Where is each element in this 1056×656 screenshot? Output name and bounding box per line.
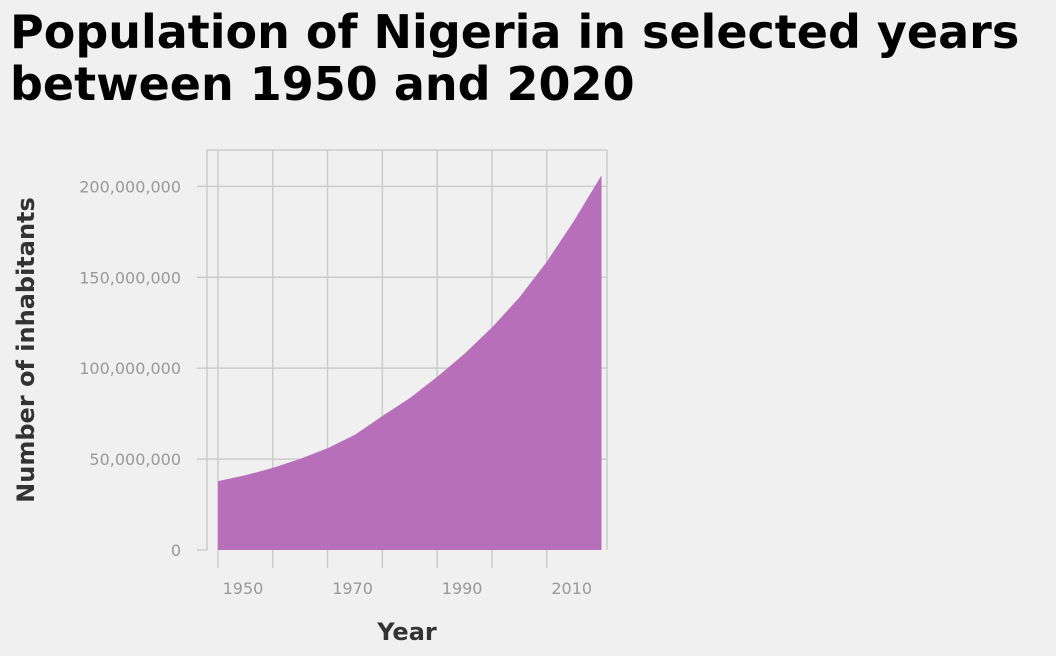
population-area <box>217 175 602 550</box>
x-axis-title: Year <box>376 618 437 646</box>
y-tick-label: 200,000,000 <box>79 177 181 196</box>
tick-layer: 0 50,000,000 100,000,000 150,000,000 200,000… <box>79 177 592 598</box>
x-tick-label: 2010 <box>551 579 592 598</box>
y-tick-label: 0 <box>171 541 181 560</box>
area-layer <box>217 175 602 550</box>
x-tick-label: 1970 <box>332 579 373 598</box>
x-tick-label: 1950 <box>223 579 264 598</box>
y-axis-title: Number of inhabitants <box>12 197 40 503</box>
y-tick-label: 150,000,000 <box>79 268 181 287</box>
chart-title: Population of Nigeria in selected years … <box>10 5 1020 111</box>
y-tick-label: 100,000,000 <box>79 359 181 378</box>
x-tick-label: 1990 <box>442 579 483 598</box>
y-tick-label: 50,000,000 <box>89 450 181 469</box>
